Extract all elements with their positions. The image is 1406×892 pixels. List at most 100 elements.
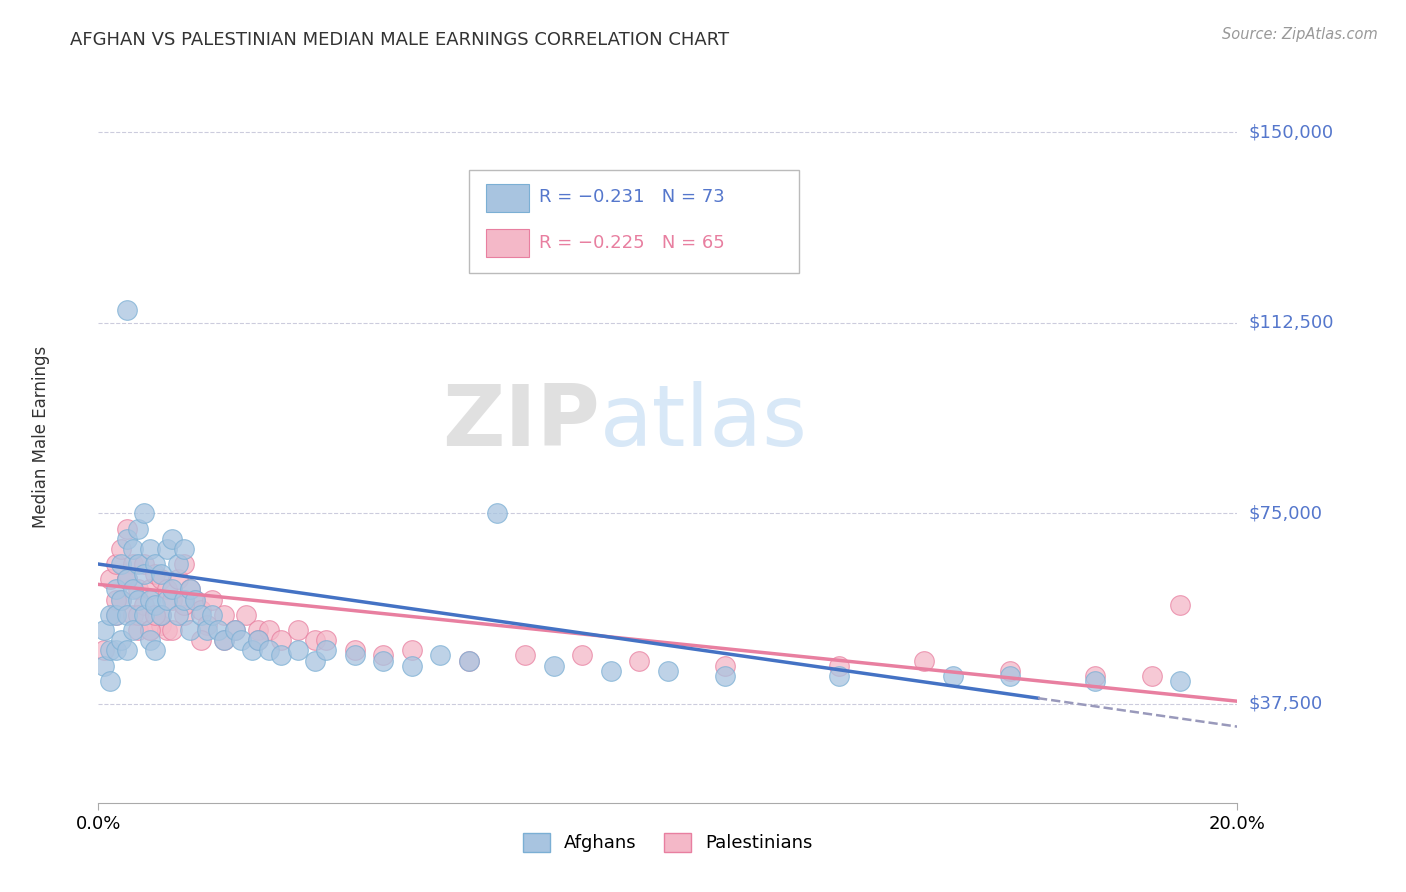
Point	[179, 582, 201, 597]
Point	[104, 643, 127, 657]
Point	[195, 623, 218, 637]
Text: Source: ZipAtlas.com: Source: ZipAtlas.com	[1222, 27, 1378, 42]
Point	[457, 654, 479, 668]
Point	[162, 582, 184, 597]
Point	[714, 658, 737, 673]
Point	[115, 572, 138, 586]
Text: $112,500: $112,500	[1249, 314, 1334, 332]
Point	[93, 658, 115, 673]
Point	[457, 654, 479, 668]
Point	[138, 623, 160, 637]
Point	[127, 607, 149, 622]
Point	[162, 623, 184, 637]
Point	[207, 623, 229, 637]
Legend: Afghans, Palestinians: Afghans, Palestinians	[516, 826, 820, 860]
Point	[173, 598, 195, 612]
Point	[229, 633, 252, 648]
Point	[246, 633, 269, 648]
Point	[162, 592, 184, 607]
Point	[167, 557, 190, 571]
Point	[304, 633, 326, 648]
Text: atlas: atlas	[599, 381, 807, 464]
FancyBboxPatch shape	[468, 170, 799, 273]
Point	[224, 623, 246, 637]
Point	[246, 623, 269, 637]
Point	[156, 582, 179, 597]
Point	[343, 648, 366, 663]
Point	[121, 557, 143, 571]
Point	[98, 643, 121, 657]
Point	[145, 598, 167, 612]
Point	[235, 607, 257, 622]
Point	[132, 557, 155, 571]
Point	[184, 592, 207, 607]
Point	[162, 532, 184, 546]
Point	[515, 648, 537, 663]
FancyBboxPatch shape	[485, 184, 529, 211]
Point	[212, 633, 235, 648]
Point	[132, 506, 155, 520]
Point	[600, 664, 623, 678]
Point	[104, 592, 127, 607]
Point	[127, 623, 149, 637]
Text: $75,000: $75,000	[1249, 504, 1323, 523]
Point	[1170, 598, 1192, 612]
Point	[173, 592, 195, 607]
Point	[259, 643, 281, 657]
Point	[145, 567, 167, 582]
Point	[179, 623, 201, 637]
Point	[156, 541, 179, 556]
Point	[190, 603, 212, 617]
Point	[195, 618, 218, 632]
Point	[287, 623, 309, 637]
Point	[93, 623, 115, 637]
Point	[150, 607, 173, 622]
Point	[110, 633, 132, 648]
Point	[343, 643, 366, 657]
Point	[304, 654, 326, 668]
Point	[132, 567, 155, 582]
Text: ZIP: ZIP	[441, 381, 599, 464]
Point	[1084, 673, 1107, 688]
Point	[104, 607, 127, 622]
Point	[912, 654, 935, 668]
Point	[98, 673, 121, 688]
Point	[121, 541, 143, 556]
Point	[401, 643, 423, 657]
Point	[138, 582, 160, 597]
Point	[373, 654, 395, 668]
Point	[401, 658, 423, 673]
Point	[270, 633, 292, 648]
Point	[115, 572, 138, 586]
Point	[543, 658, 565, 673]
Point	[145, 607, 167, 622]
Point	[127, 582, 149, 597]
Point	[93, 643, 115, 657]
Point	[184, 592, 207, 607]
Point	[373, 648, 395, 663]
Text: R = −0.231   N = 73: R = −0.231 N = 73	[538, 188, 725, 206]
Point	[828, 658, 851, 673]
Point	[127, 521, 149, 535]
Text: Median Male Earnings: Median Male Earnings	[32, 346, 51, 528]
Point	[486, 506, 509, 520]
Point	[190, 633, 212, 648]
Point	[150, 618, 173, 632]
Point	[115, 572, 138, 586]
Point	[115, 521, 138, 535]
Point	[110, 592, 132, 607]
Point	[115, 532, 138, 546]
Point	[110, 541, 132, 556]
Point	[259, 623, 281, 637]
Point	[156, 623, 179, 637]
Point	[657, 664, 679, 678]
Point	[201, 592, 224, 607]
Point	[104, 582, 127, 597]
Point	[127, 557, 149, 571]
Point	[173, 541, 195, 556]
Point	[145, 557, 167, 571]
Point	[110, 557, 132, 571]
Text: AFGHAN VS PALESTINIAN MEDIAN MALE EARNINGS CORRELATION CHART: AFGHAN VS PALESTINIAN MEDIAN MALE EARNIN…	[70, 31, 730, 49]
Point	[150, 572, 173, 586]
Point	[190, 607, 212, 622]
